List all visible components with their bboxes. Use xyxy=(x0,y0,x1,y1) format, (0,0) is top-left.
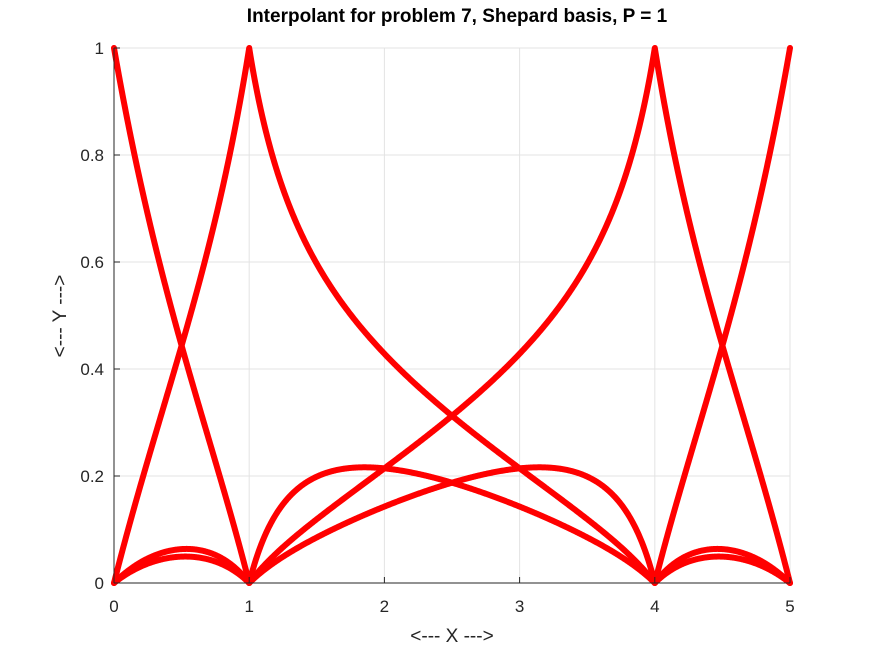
x-axis-label: <--- X ---> xyxy=(410,626,493,647)
basis-curve-2 xyxy=(111,45,793,586)
y-tick-label: 0.8 xyxy=(80,146,104,165)
chart-title: Interpolant for problem 7, Shepard basis… xyxy=(247,6,668,27)
x-tick-label: 3 xyxy=(515,597,524,616)
basis-curve-4 xyxy=(111,45,793,586)
plot-area xyxy=(111,45,793,586)
y-tick-label: 0.2 xyxy=(80,467,104,486)
x-tick-label: 1 xyxy=(244,597,253,616)
y-tick-label: 1 xyxy=(95,39,104,58)
grid xyxy=(113,47,791,584)
y-tick-label: 0 xyxy=(95,574,104,593)
tick-labels: 0 1 2 3 4 5 0 0.2 0.4 0.6 0.8 1 xyxy=(80,39,794,616)
x-tick-label: 2 xyxy=(380,597,389,616)
y-axis-label: <--- Y ---> xyxy=(50,275,71,358)
x-tick-label: 0 xyxy=(109,597,118,616)
basis-curve-1 xyxy=(111,45,793,586)
x-tick-label: 5 xyxy=(785,597,794,616)
x-tick-label: 4 xyxy=(650,597,659,616)
basis-curve-3 xyxy=(111,45,793,586)
y-tick-label: 0.4 xyxy=(80,360,104,379)
y-tick-label: 0.6 xyxy=(80,253,104,272)
axes xyxy=(113,47,791,584)
